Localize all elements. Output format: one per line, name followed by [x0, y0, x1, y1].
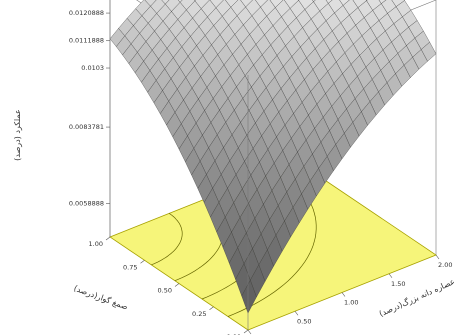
chart-box-front-edges [109, 0, 249, 330]
x-axis-label: صمغ گوار(درصد) [73, 283, 130, 312]
z-tick-label: 0.0083781 [69, 123, 104, 131]
y-tick-mark [341, 292, 346, 297]
z-tick-label: 0.0111888 [69, 37, 104, 45]
surface-cell [378, 0, 387, 4]
x-tick-mark [243, 329, 249, 334]
y-tick-label: 0.50 [297, 317, 311, 325]
surface-cell [161, 0, 170, 5]
x-tick-label: 0.00 [227, 333, 241, 335]
contour-line [151, 213, 183, 266]
x-tick-mark [174, 283, 180, 287]
y-tick-mark [294, 311, 299, 316]
x-tick-label: 0.50 [158, 287, 172, 295]
response-surface [109, 0, 437, 314]
x-tick-mark [140, 260, 145, 264]
x-tick-label: 0.25 [192, 310, 206, 318]
surface-cell [325, 0, 333, 4]
y-tick-mark [247, 329, 252, 335]
z-tick-label: 0.0103 [81, 64, 104, 72]
y-tick-label: 2.00 [438, 261, 452, 269]
surface-cell [241, 279, 257, 314]
y-tick-mark [435, 254, 440, 260]
x-tick-mark [209, 306, 214, 310]
y-axis-label: عصاره دانه بزرگ(درصد) [377, 276, 456, 318]
surface-cell [312, 0, 316, 2]
x-tick-label: 1.00 [89, 240, 103, 248]
y-tick-mark [388, 273, 393, 278]
y-tick-label: 1.00 [344, 299, 358, 307]
axis-ticks: 0.0058888 0.0083781 0.0103 0.0111888 0.01208… [69, 9, 453, 335]
x-tick-mark [105, 236, 111, 241]
surface-cell [177, 0, 183, 3]
y-tick-label: 1.50 [391, 280, 405, 288]
z-tick-label: 0.0120888 [69, 9, 104, 17]
z-tick-label: 0.0058888 [69, 200, 104, 208]
z-axis-label: عملکرد (درصد) [13, 109, 22, 161]
x-tick-label: 0.75 [123, 263, 137, 271]
